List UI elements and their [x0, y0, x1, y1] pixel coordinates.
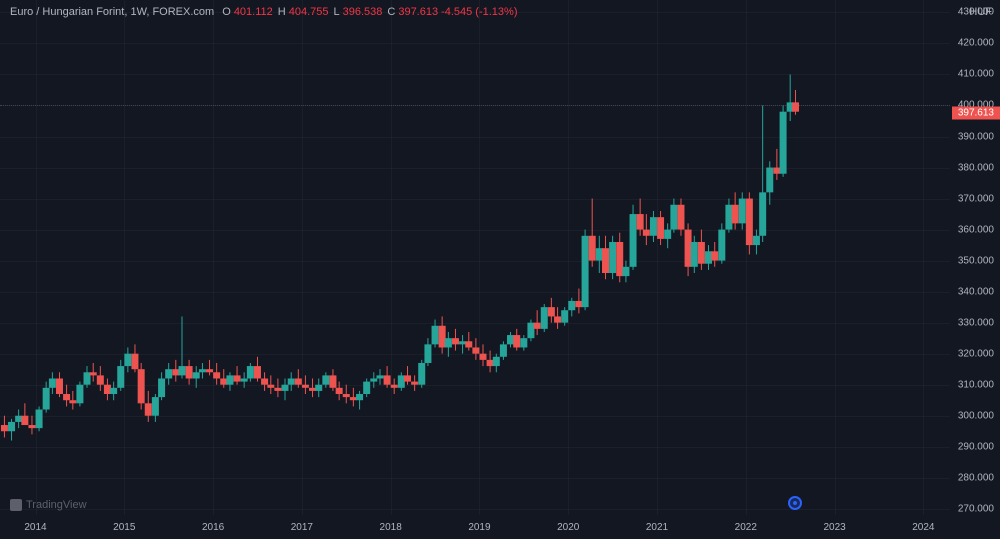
y-tick: 380.000 — [958, 162, 994, 173]
grid-line-v — [479, 0, 480, 515]
y-axis[interactable]: 270.000 280.000 290.000 300.000 310.000 320.0… — [950, 0, 1000, 539]
grid-line-h — [0, 292, 950, 293]
grid-line-h — [0, 478, 950, 479]
x-tick: 2022 — [735, 522, 757, 533]
grid-line-h — [0, 416, 950, 417]
grid-line-h — [0, 261, 950, 262]
ohlc-h-label: H — [278, 6, 286, 18]
grid-line-v — [391, 0, 392, 515]
grid-line-h — [0, 74, 950, 75]
grid-line-v — [568, 0, 569, 515]
grid-line-v — [923, 0, 924, 515]
y-tick: 280.000 — [958, 472, 994, 483]
indicator-dot[interactable] — [788, 496, 802, 510]
currency-label: HUF — [969, 6, 992, 18]
grid-line-h — [0, 137, 950, 138]
symbol-title[interactable]: Euro / Hungarian Forint, 1W, FOREX.com — [10, 6, 214, 18]
x-tick: 2017 — [291, 522, 313, 533]
ohlc-l-label: L — [333, 6, 339, 18]
y-tick: 410.000 — [958, 69, 994, 80]
grid-line-v — [36, 0, 37, 515]
grid-line-h — [0, 168, 950, 169]
ohlc-c-value: 397.613 — [398, 6, 438, 18]
y-tick: 340.000 — [958, 286, 994, 297]
ohlc-change-pct: (-1.13%) — [475, 6, 517, 18]
y-tick: 290.000 — [958, 441, 994, 452]
x-tick: 2023 — [823, 522, 845, 533]
x-tick: 2020 — [557, 522, 579, 533]
ohlc-o-label: O — [219, 6, 231, 18]
y-tick: 360.000 — [958, 224, 994, 235]
price-marker: 397.613 — [952, 106, 1000, 119]
ohlc-h-value: 404.755 — [289, 6, 329, 18]
plot-area[interactable] — [0, 0, 950, 515]
grid-line-h — [0, 323, 950, 324]
y-tick: 350.000 — [958, 255, 994, 266]
chart-container: Euro / Hungarian Forint, 1W, FOREX.com O… — [0, 0, 1000, 539]
grid-line-h — [0, 385, 950, 386]
chart-header: Euro / Hungarian Forint, 1W, FOREX.com O… — [10, 6, 517, 18]
y-tick: 420.000 — [958, 38, 994, 49]
x-tick: 2016 — [202, 522, 224, 533]
x-tick: 2015 — [113, 522, 135, 533]
grid-line-h — [0, 509, 950, 510]
ohlc-change: -4.545 — [441, 6, 472, 18]
ohlc-o-value: 401.112 — [234, 6, 273, 18]
ohlc-l-value: 396.538 — [343, 6, 383, 18]
grid-line-v — [746, 0, 747, 515]
y-tick: 370.000 — [958, 193, 994, 204]
y-tick: 270.000 — [958, 503, 994, 514]
grid-line-v — [657, 0, 658, 515]
x-tick: 2019 — [468, 522, 490, 533]
grid-line-v — [124, 0, 125, 515]
grid-line-v — [835, 0, 836, 515]
ohlc-c-label: C — [387, 6, 395, 18]
grid-line-v — [302, 0, 303, 515]
x-tick: 2024 — [912, 522, 934, 533]
grid-line-v — [213, 0, 214, 515]
y-tick: 320.000 — [958, 348, 994, 359]
grid-line-h — [0, 447, 950, 448]
grid-line-h — [0, 354, 950, 355]
dotted-reference-line — [0, 105, 950, 106]
x-axis[interactable]: 2014 2015 2016 2017 2018 2019 2020 2021 2022 2023… — [0, 515, 950, 539]
y-tick: 390.000 — [958, 131, 994, 142]
grid-line-h — [0, 43, 950, 44]
x-tick: 2014 — [24, 522, 46, 533]
y-tick: 300.000 — [958, 410, 994, 421]
candlestick-svg — [0, 0, 950, 515]
grid-line-h — [0, 230, 950, 231]
y-tick: 310.000 — [958, 379, 994, 390]
x-tick: 2018 — [380, 522, 402, 533]
x-tick: 2021 — [646, 522, 668, 533]
y-tick: 330.000 — [958, 317, 994, 328]
grid-line-h — [0, 199, 950, 200]
